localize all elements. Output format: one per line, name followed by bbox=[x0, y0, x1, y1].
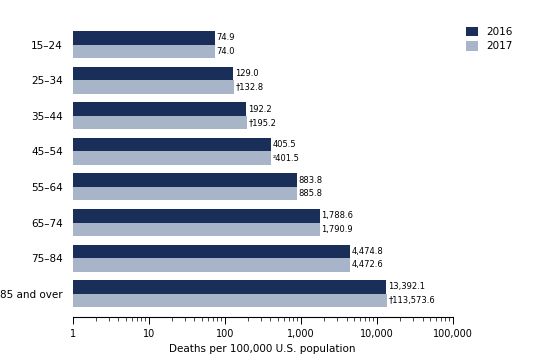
Text: †132.8: †132.8 bbox=[236, 82, 264, 91]
Text: 885.8: 885.8 bbox=[299, 189, 323, 198]
Bar bbox=[0, 258, 350, 272]
Text: 192.2: 192.2 bbox=[248, 105, 272, 114]
Bar bbox=[0, 80, 234, 94]
Bar bbox=[0, 244, 350, 258]
Bar bbox=[0, 67, 233, 80]
Text: †113,573.6: †113,573.6 bbox=[389, 296, 435, 305]
Bar bbox=[0, 174, 297, 187]
Text: 129.0: 129.0 bbox=[235, 69, 258, 78]
Bar bbox=[0, 294, 387, 307]
Text: 883.8: 883.8 bbox=[299, 176, 323, 185]
Text: 74.9: 74.9 bbox=[217, 33, 235, 42]
Text: 405.5: 405.5 bbox=[273, 140, 296, 149]
Bar bbox=[0, 280, 386, 294]
X-axis label: Deaths per 100,000 U.S. population: Deaths per 100,000 U.S. population bbox=[169, 344, 356, 354]
Bar bbox=[0, 209, 320, 222]
Legend: 2016, 2017: 2016, 2017 bbox=[466, 27, 513, 51]
Bar bbox=[0, 222, 320, 236]
Text: 1,790.9: 1,790.9 bbox=[321, 225, 353, 234]
Text: ²401.5: ²401.5 bbox=[272, 154, 299, 163]
Text: 4,474.8: 4,474.8 bbox=[352, 247, 383, 256]
Bar bbox=[0, 31, 215, 45]
Bar bbox=[0, 138, 271, 152]
Bar bbox=[0, 102, 247, 116]
Bar bbox=[0, 152, 271, 165]
Bar bbox=[0, 45, 215, 58]
Bar bbox=[0, 187, 297, 201]
Text: †195.2: †195.2 bbox=[248, 118, 276, 127]
Text: 1,788.6: 1,788.6 bbox=[321, 211, 353, 220]
Text: 4,472.6: 4,472.6 bbox=[352, 260, 383, 269]
Text: 13,392.1: 13,392.1 bbox=[388, 283, 425, 292]
Bar bbox=[0, 116, 247, 129]
Text: 74.0: 74.0 bbox=[216, 47, 235, 56]
